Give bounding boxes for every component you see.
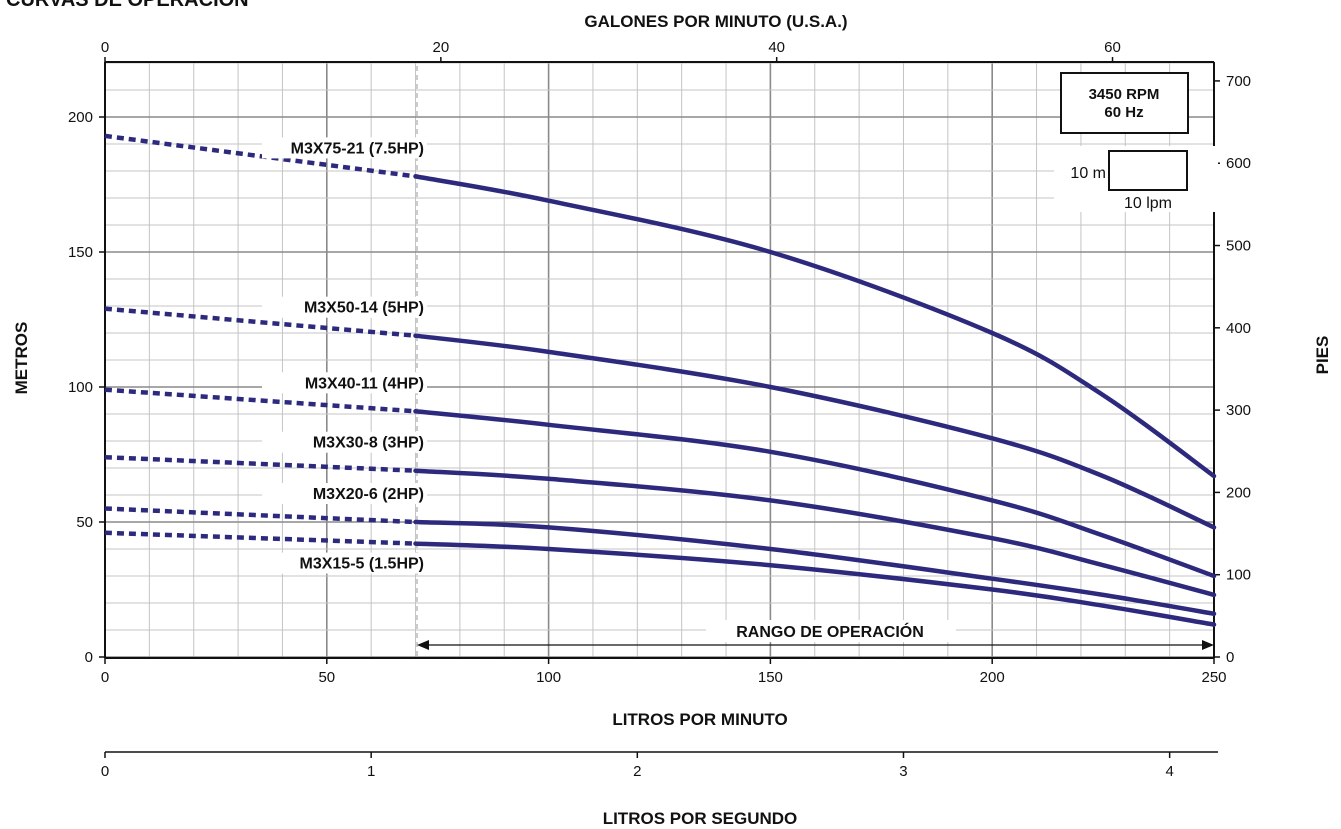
top-tick-label: 0 [101, 39, 109, 56]
right-tick-label: 500 [1226, 238, 1251, 255]
series-line-4 [413, 468, 1217, 598]
series-line-dashed-2 [104, 306, 416, 338]
right-axis-label: PIES [1313, 336, 1332, 375]
right-tick-label: 600 [1226, 155, 1251, 172]
operating-range-label-bg [706, 620, 956, 642]
series-line-dashed-5 [104, 506, 416, 525]
y-tick-label: 0 [85, 649, 93, 666]
top-tick-label: 20 [432, 39, 449, 56]
chart-title: CURVAS DE OPERACIÓN [6, 0, 249, 11]
y-tick-label: 50 [76, 514, 93, 531]
series-label-bg [262, 483, 427, 504]
y-tick-label: 200 [68, 109, 93, 126]
series-line-5 [413, 519, 1217, 617]
right-tick-label: 200 [1226, 484, 1251, 501]
operating-range-arrowhead-left [417, 640, 429, 650]
operating-range-label: RANGO DE OPERACIÓN [736, 622, 924, 641]
bottom-axis-label: LITROS POR SEGUNDO [603, 809, 798, 828]
series-label-bg [262, 431, 427, 453]
x-tick-label: 150 [758, 669, 783, 686]
series-lines [104, 133, 1217, 627]
lps-tick-label: 1 [367, 763, 375, 780]
series-label: M3X50-14 (5HP) [304, 300, 424, 317]
series-label-bg [262, 296, 427, 318]
series-label: M3X40-11 (4HP) [305, 375, 424, 392]
series-line-1 [413, 174, 1217, 479]
series-label-bg [262, 137, 427, 159]
frequency-label: 60 Hz [1104, 104, 1143, 121]
right-tick-label: 700 [1226, 73, 1251, 90]
lps-tick-label: 4 [1165, 763, 1173, 780]
rpm-label: 3450 RPM [1089, 86, 1160, 103]
right-tick-label: 100 [1226, 567, 1251, 584]
lps-tick-label: 2 [633, 763, 641, 780]
y-tick-label: 150 [68, 244, 93, 261]
x-tick-label: 250 [1201, 669, 1226, 686]
series-line-3 [413, 409, 1217, 579]
series-line-6 [413, 541, 1217, 627]
right-tick-label: 0 [1226, 649, 1234, 666]
series-labels: M3X75-21 (7.5HP) M3X50-14 (5HP) M3X40-11 (… [262, 137, 427, 574]
top-tick-label: 40 [768, 39, 785, 56]
series-line-dashed-1 [104, 133, 416, 179]
series-line-2 [413, 333, 1217, 530]
x-axis-label: LITROS POR MINUTO [612, 710, 787, 729]
series-line-dashed-6 [104, 530, 416, 546]
y-tick-label: 100 [68, 379, 93, 396]
x-tick-label: 100 [536, 669, 561, 686]
rpm-legend-box: 3450 RPM 60 Hz [1060, 72, 1189, 134]
right-tick-label: 300 [1226, 402, 1251, 419]
series-label: M3X15-5 (1.5HP) [300, 556, 425, 573]
x-tick-label: 0 [101, 669, 109, 686]
lps-tick-label: 3 [899, 763, 907, 780]
series-line-dashed-3 [104, 387, 416, 414]
lps-tick-label: 0 [101, 763, 109, 780]
top-tick-label: 60 [1104, 39, 1121, 56]
series-line-dashed-4 [104, 454, 416, 473]
series-label: M3X20-6 (2HP) [313, 486, 424, 503]
right-tick-label: 400 [1226, 320, 1251, 337]
grid-scale-key: 10 m 10 lpm [1054, 146, 1218, 212]
y-axis-label: METROS [12, 322, 31, 395]
series-label: M3X30-8 (3HP) [313, 435, 424, 452]
scale-height-label: 10 m [1070, 165, 1106, 182]
x-tick-label: 50 [318, 669, 335, 686]
axes [99, 57, 1220, 758]
series-label: M3X75-21 (7.5HP) [291, 140, 424, 157]
series-label-bg [262, 552, 427, 574]
operating-range: RANGO DE OPERACIÓN [416, 66, 1214, 658]
series-label-bg [262, 372, 427, 394]
top-axis-label: GALONES POR MINUTO (U.S.A.) [584, 12, 847, 31]
operating-range-arrowhead-right [1202, 640, 1214, 650]
scale-width-label: 10 lpm [1124, 195, 1172, 212]
x-tick-label: 200 [980, 669, 1005, 686]
